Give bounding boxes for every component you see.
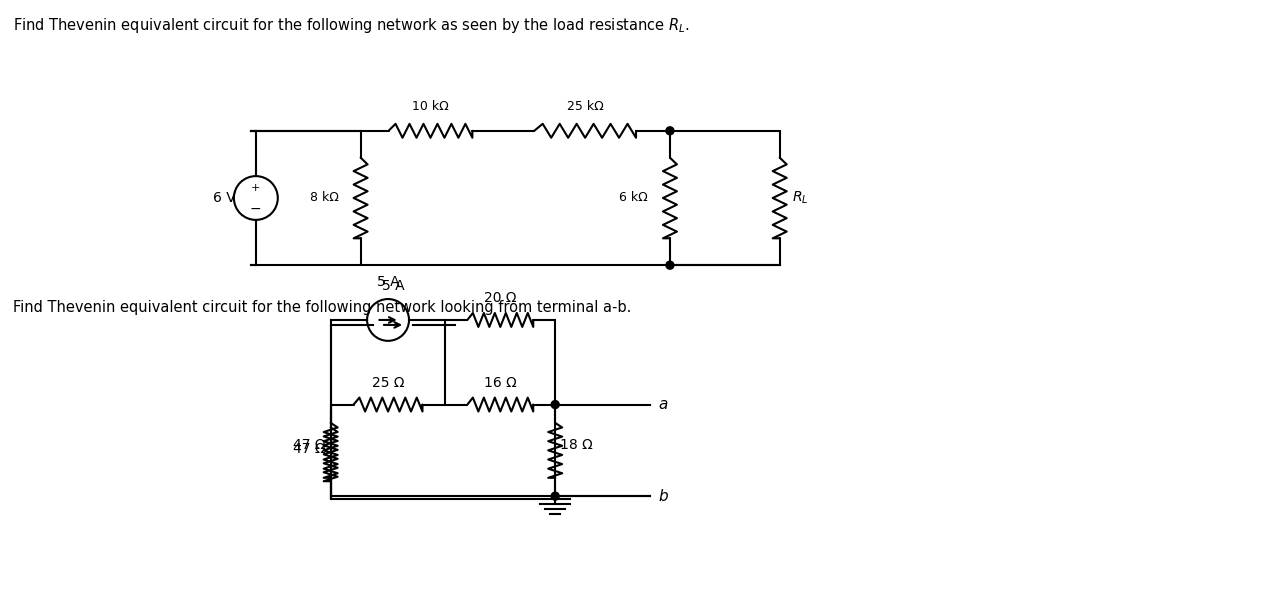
Text: b: b	[658, 489, 667, 504]
Text: 25 Ω: 25 Ω	[372, 376, 404, 390]
Circle shape	[666, 261, 674, 269]
Text: −: −	[250, 202, 261, 216]
Text: Find Thevenin equivalent circuit for the following network as seen by the load r: Find Thevenin equivalent circuit for the…	[13, 17, 690, 35]
Text: 25 kΩ: 25 kΩ	[567, 100, 604, 113]
Text: +: +	[251, 183, 260, 193]
Text: 16 Ω: 16 Ω	[484, 376, 516, 390]
Text: $R_L$: $R_L$	[792, 190, 808, 206]
Text: 20 Ω: 20 Ω	[484, 291, 516, 305]
Text: 6 kΩ: 6 kΩ	[620, 191, 648, 205]
Circle shape	[551, 492, 559, 500]
Text: a: a	[658, 397, 667, 412]
Text: 47 Ω: 47 Ω	[294, 442, 326, 456]
Text: 6 V: 6 V	[213, 191, 236, 205]
Text: 18 Ω: 18 Ω	[560, 438, 592, 453]
Text: 47 Ω: 47 Ω	[294, 438, 326, 453]
Text: 5 A: 5 A	[377, 275, 399, 289]
Text: 5 A: 5 A	[381, 279, 404, 293]
Circle shape	[551, 400, 559, 408]
Text: 10 kΩ: 10 kΩ	[412, 100, 448, 113]
Circle shape	[666, 127, 674, 135]
Text: Find Thevenin equivalent circuit for the following network looking from terminal: Find Thevenin equivalent circuit for the…	[13, 300, 631, 315]
Text: 8 kΩ: 8 kΩ	[310, 191, 339, 205]
